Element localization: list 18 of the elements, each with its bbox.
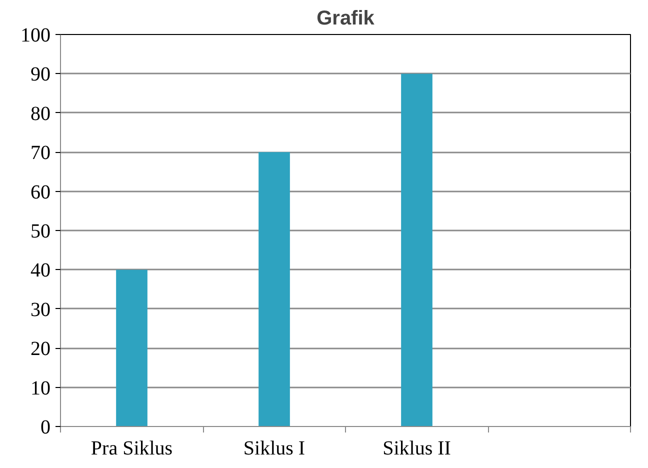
- y-tick-label: 100: [20, 24, 50, 46]
- y-tick-label: 60: [30, 181, 50, 204]
- bar: [116, 270, 148, 426]
- y-tick-label: 70: [30, 142, 50, 164]
- x-tick-label: Siklus II: [382, 438, 451, 460]
- y-tick-label: 80: [30, 102, 50, 125]
- bar: [258, 152, 290, 426]
- y-tick-label: 10: [30, 377, 50, 400]
- y-tick-label: 40: [30, 260, 50, 282]
- x-tick-label: Pra Siklus: [90, 438, 173, 460]
- x-tick-label: Siklus I: [243, 438, 306, 460]
- bar: [401, 74, 432, 426]
- y-tick-label: 20: [30, 338, 50, 360]
- y-tick-label: 30: [30, 298, 50, 321]
- chart-title: Grafik: [316, 8, 376, 30]
- y-tick-label: 50: [30, 220, 50, 242]
- y-tick-label: 0: [40, 416, 50, 438]
- y-tick-label: 90: [30, 64, 50, 86]
